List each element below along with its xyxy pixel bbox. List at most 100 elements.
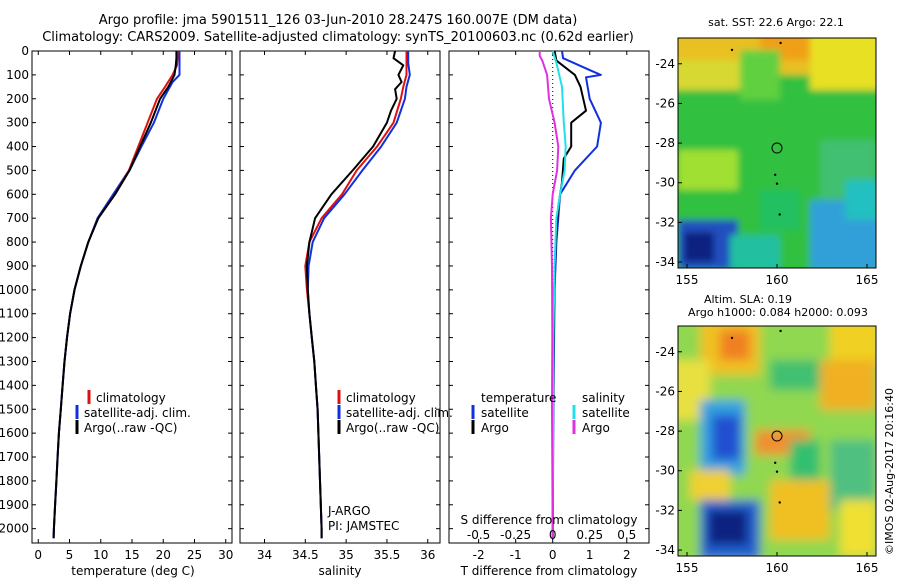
legend-label-argo-s: Argo(..raw -QC) — [346, 421, 439, 435]
legend-title-temperature: temperature — [481, 391, 556, 405]
sla-map-axes: 155 160 165 -24 -26 -28 -30 -32 -34 — [655, 329, 879, 575]
map-x-tick-label: 165 — [856, 561, 879, 575]
sla-map-title: Altim. SLA: 0.19 — [704, 293, 792, 306]
series-line-s-argo — [538, 51, 560, 539]
depth-tick-label: 500 — [6, 163, 29, 177]
legend-label-t-satellite: satellite — [481, 406, 529, 420]
depth-tick-label: 1700 — [0, 450, 29, 464]
x-tick-label: -1 — [510, 548, 522, 562]
x-tick-label: 34.5 — [292, 548, 319, 562]
annotation-pi: PI: JAMSTEC — [328, 519, 399, 533]
s-diff-tick-label: 0.25 — [576, 528, 603, 542]
sla-map-subtitle: Argo h1000: 0.084 h2000: 0.093 — [688, 306, 868, 319]
sst-argo-marker — [771, 142, 783, 154]
salinity-legend: climatology satellite-adj. clim. Argo(..… — [337, 390, 453, 435]
s-difference-tick-labels: -0.5 -0.25 0 0.25 0.5 — [467, 528, 636, 542]
legend-label-s-satellite: satellite — [582, 406, 630, 420]
depth-tick-label: 200 — [6, 92, 29, 106]
difference-axes — [448, 50, 650, 544]
legend-label-t-argo: Argo — [481, 421, 509, 435]
sla-argo-marker — [771, 430, 783, 442]
salinity-xlabel: salinity — [318, 564, 361, 578]
depth-tick-label: 1600 — [0, 426, 29, 440]
x-tick-label: 36 — [420, 548, 435, 562]
difference-legend: temperature salinity satellite Argo sate… — [471, 391, 630, 435]
map-y-tick-label: -32 — [655, 215, 675, 229]
legend-title-salinity: salinity — [582, 391, 625, 405]
depth-tick-label: 1900 — [0, 498, 29, 512]
depth-tick-label: 900 — [6, 259, 29, 273]
x-tick-label: 0 — [34, 548, 42, 562]
depth-tick-label: 300 — [6, 116, 29, 130]
map-y-tick-label: -24 — [655, 345, 675, 359]
float-track-point — [779, 41, 782, 45]
map-y-tick-label: -30 — [655, 176, 675, 190]
float-track-point — [730, 48, 734, 52]
depth-tick-label: 1500 — [0, 402, 29, 416]
depth-tick-label: 600 — [6, 187, 29, 201]
depth-tick-label: 0 — [21, 44, 29, 58]
depth-tick-label: 1800 — [0, 474, 29, 488]
x-tick-label: 25 — [187, 548, 202, 562]
float-track-point — [775, 182, 779, 185]
annotation-j-argo: J-ARGO — [327, 504, 370, 518]
legend-label-climatology: climatology — [96, 391, 166, 405]
float-track-point — [775, 470, 779, 473]
map-x-tick-label: 165 — [856, 273, 879, 287]
float-track-point — [779, 329, 782, 333]
map-y-tick-label: -24 — [655, 57, 675, 71]
depth-tick-label: 1300 — [0, 354, 29, 368]
map-y-tick-label: -34 — [655, 543, 675, 557]
depth-tick-label: 1400 — [0, 378, 29, 392]
temperature-xlabel: temperature (deg C) — [71, 564, 194, 578]
sla-map-field — [678, 326, 876, 556]
salinity-axes — [239, 50, 441, 544]
legend-label-argo: Argo(..raw -QC) — [84, 421, 177, 435]
credit-text: ©IMOS 02-Aug-2017 20:16:40 — [883, 388, 896, 555]
float-track-point — [778, 501, 781, 504]
s-diff-tick-label: -0.25 — [500, 528, 531, 542]
depth-tick-label: 100 — [6, 68, 29, 82]
sst-map-axes: 155 160 165 -24 -26 -28 -30 -32 -34 — [655, 41, 879, 287]
legend-label-satellite: satellite-adj. clim. — [84, 406, 191, 420]
depth-tick-label: 700 — [6, 211, 29, 225]
series-line-argo-raw-qc — [52, 51, 178, 539]
x-tick-label: 15 — [124, 548, 139, 562]
map-y-tick-label: -26 — [655, 384, 675, 398]
float-track-point — [774, 173, 777, 177]
depth-tick-labels: 0 100 200 300 400 500 600 700 800 900 1000 1100 1200… — [0, 44, 29, 536]
x-tick-labels: 0 5 10 15 20 25 30 34 34.5 35 35.5 36 -2 -1 0 1 2 — [34, 548, 630, 562]
s-diff-tick-label: -0.5 — [467, 528, 490, 542]
x-tick-label: 0 — [549, 548, 557, 562]
float-track-point — [774, 461, 777, 465]
depth-tick-label: 2000 — [0, 522, 29, 536]
map-x-tick-label: 155 — [676, 273, 699, 287]
map-y-tick-label: -28 — [655, 136, 675, 150]
map-y-tick-label: -34 — [655, 255, 675, 269]
map-y-tick-label: -26 — [655, 96, 675, 110]
legend-label-s-argo: Argo — [582, 421, 610, 435]
x-tick-label: 30 — [218, 548, 233, 562]
series-line-s-satellite — [551, 50, 567, 539]
depth-tick-label: 800 — [6, 235, 29, 249]
figure-title-line1: Argo profile: jma 5901511_126 03-Jun-201… — [98, 13, 578, 28]
series-line-argo-raw-qc — [305, 50, 405, 539]
s-diff-tick-label: 0.5 — [617, 528, 636, 542]
x-tick-label: 35.5 — [374, 548, 401, 562]
map-y-tick-label: -30 — [655, 464, 675, 478]
x-tick-label: 2 — [623, 548, 631, 562]
float-track-point — [778, 213, 781, 216]
x-tick-label: 1 — [586, 548, 594, 562]
map-x-tick-label: 160 — [766, 273, 789, 287]
depth-tick-label: 1100 — [0, 307, 29, 321]
temperature-axes — [31, 50, 233, 544]
depth-tick-label: 1200 — [0, 331, 29, 345]
s-diff-tick-label: 0 — [549, 528, 557, 542]
x-tick-label: -2 — [473, 548, 485, 562]
float-track-point — [730, 336, 734, 340]
x-tick-label: 5 — [66, 548, 74, 562]
sst-map-title: sat. SST: 22.6 Argo: 22.1 — [708, 16, 844, 29]
map-x-tick-label: 155 — [676, 561, 699, 575]
depth-tick-label: 1000 — [0, 283, 29, 297]
